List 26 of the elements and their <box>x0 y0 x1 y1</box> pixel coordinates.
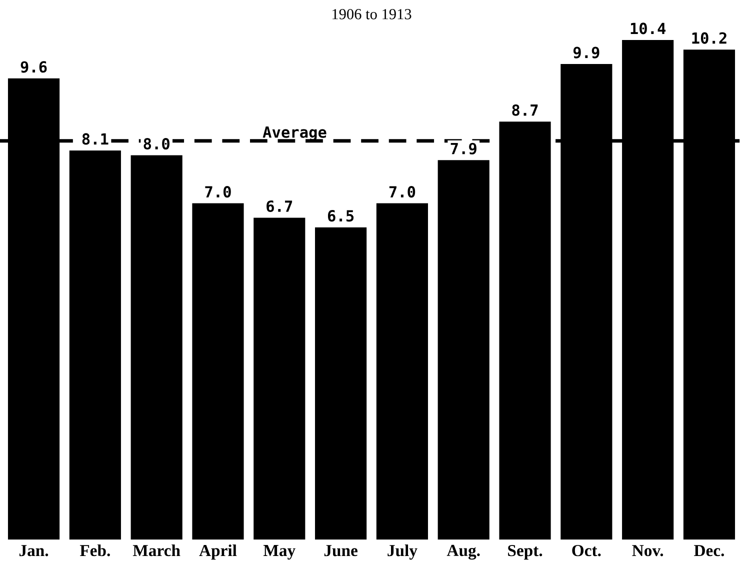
x-tick-label: Jan. <box>19 545 48 556</box>
ref-line-label: Average <box>262 126 326 141</box>
x-tick-label: June <box>324 545 358 556</box>
data-label: 10.2 <box>692 32 726 44</box>
x-tick-label: Aug. <box>446 544 480 560</box>
x-tick-label: Sept. <box>508 544 542 560</box>
data-label: 8.1 <box>82 133 108 145</box>
x-tick-label: April <box>199 544 237 560</box>
data-label: 8.0 <box>144 138 170 150</box>
x-tick-label: Dec. <box>694 545 724 556</box>
x-tick-label: July <box>388 544 418 560</box>
data-label: 6.5 <box>328 210 354 222</box>
x-tick-label: Nov. <box>632 545 664 556</box>
data-label: 6.7 <box>266 200 292 212</box>
x-tick-label: Feb. <box>80 544 110 556</box>
x-tick-label: Oct. <box>572 544 601 556</box>
data-label: 9.9 <box>573 46 600 58</box>
data-label: 7.9 <box>450 142 476 154</box>
x-tick-label: May <box>263 545 296 560</box>
chart-title: 1906 to 1913 <box>332 9 412 20</box>
data-label: 8.7 <box>512 104 538 116</box>
data-label: 9.6 <box>20 61 47 73</box>
data-label: 7.0 <box>205 186 231 198</box>
data-label: 10.4 <box>630 22 666 34</box>
data-label: 7.0 <box>389 186 416 198</box>
x-tick-label: March <box>132 544 180 556</box>
